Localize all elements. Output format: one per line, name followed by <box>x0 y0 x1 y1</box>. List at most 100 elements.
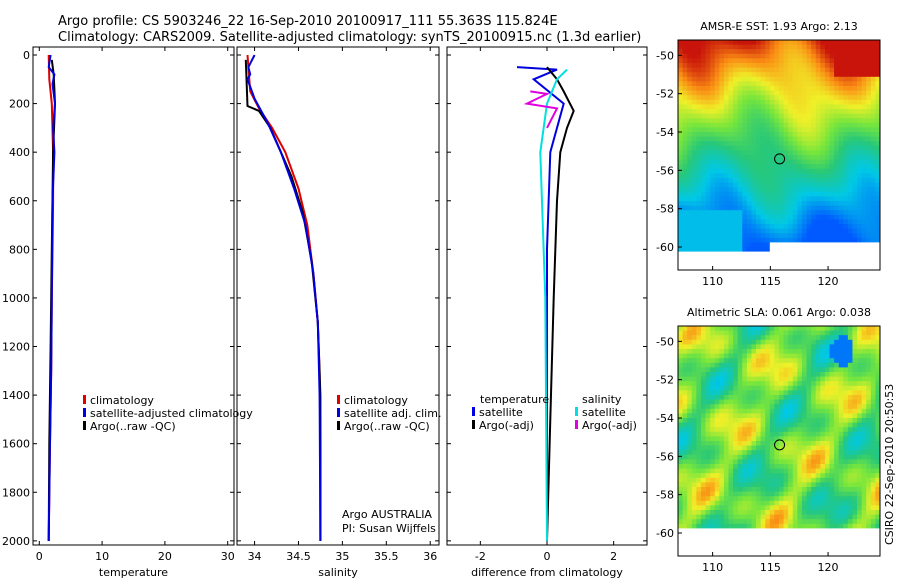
map-cell <box>678 118 683 124</box>
map-cell <box>806 67 812 73</box>
map-cell <box>742 482 748 488</box>
map-cell <box>760 224 766 229</box>
temperature-legend-entry-swatch <box>83 395 86 404</box>
map-cell <box>760 459 766 465</box>
map-cell <box>687 237 693 243</box>
map-cell <box>843 399 849 405</box>
map-cell <box>751 441 757 446</box>
map-cell <box>811 145 817 151</box>
map-cell <box>815 242 821 248</box>
map-cell <box>788 210 794 216</box>
map-cell <box>783 127 789 133</box>
map-cell <box>696 164 702 170</box>
map-cell <box>870 191 876 197</box>
map-cell <box>847 196 853 202</box>
map-cell <box>687 260 693 266</box>
map-cell <box>682 141 688 147</box>
map-cell <box>691 260 697 266</box>
map-cell <box>696 496 702 502</box>
map-cell <box>765 395 771 400</box>
map-cell <box>838 214 844 220</box>
map-cell <box>714 233 720 239</box>
map-cell <box>714 353 720 359</box>
map-cell <box>733 422 739 428</box>
map-cell <box>687 173 693 179</box>
map-cell <box>797 390 803 396</box>
map-cell <box>806 533 812 538</box>
map-cell <box>838 237 844 243</box>
map-cell <box>733 201 739 206</box>
map-cell <box>815 459 821 465</box>
map-cell <box>769 519 775 525</box>
map-cell <box>852 214 858 220</box>
map-cell <box>838 44 844 50</box>
map-cell <box>733 427 739 433</box>
map-cell <box>742 104 748 110</box>
map-cell <box>797 53 803 59</box>
map-cell <box>829 445 835 451</box>
map-cell <box>769 118 775 124</box>
map-cell <box>866 459 872 465</box>
depth-tick-label: 600 <box>9 195 30 208</box>
map-cell <box>700 104 706 110</box>
map-cell <box>788 145 794 151</box>
map-cell <box>700 491 706 497</box>
map-cell <box>751 353 757 359</box>
map-cell <box>774 104 780 110</box>
map-cell <box>788 399 794 405</box>
map-cell <box>815 191 821 197</box>
map-cell <box>751 228 757 234</box>
map-cell <box>820 349 826 354</box>
map-cell <box>829 390 835 396</box>
map-cell <box>779 399 784 405</box>
map-cell <box>783 404 789 410</box>
map-cell <box>728 99 734 105</box>
map-cell <box>774 491 780 497</box>
map-cell <box>788 335 794 341</box>
map-cell <box>723 473 729 479</box>
map-cell <box>806 104 812 110</box>
map-cell <box>765 399 771 405</box>
map-cell <box>742 150 748 156</box>
map-cell <box>751 90 757 96</box>
map-cell <box>714 468 720 474</box>
map-cell <box>866 390 872 396</box>
map-cell <box>728 109 734 114</box>
map-cell <box>801 487 807 492</box>
map-cell <box>797 72 803 78</box>
map-cell <box>710 385 716 391</box>
map-cell <box>779 159 784 165</box>
map-cell <box>723 63 729 68</box>
map-cell <box>870 86 876 91</box>
map-cell <box>723 450 729 456</box>
map-cell <box>834 427 840 433</box>
map-cell <box>779 362 784 368</box>
map-cell <box>728 519 734 525</box>
map-cell <box>779 385 784 391</box>
map-cell <box>875 468 881 474</box>
depth-tick-label: 1000 <box>2 292 30 305</box>
map-cell <box>834 58 840 64</box>
map-cell <box>737 136 743 142</box>
map-cell <box>866 104 872 110</box>
map-cell <box>714 150 720 156</box>
map-cell <box>751 224 757 229</box>
map-cell <box>820 390 826 396</box>
map-cell <box>714 546 720 552</box>
map-cell <box>710 422 716 428</box>
map-cell <box>820 242 826 248</box>
map-cell <box>751 256 757 262</box>
map-cell <box>783 205 789 211</box>
map-cell <box>723 205 729 211</box>
map-cell <box>769 164 775 170</box>
sst_map-frame <box>677 39 881 271</box>
map-cell <box>696 450 702 456</box>
map-cell <box>779 237 784 243</box>
map-cell <box>866 523 872 529</box>
map-cell <box>678 542 683 548</box>
map-cell <box>792 191 798 197</box>
map-cell <box>797 265 803 271</box>
map-cell <box>746 224 752 229</box>
map-cell <box>714 500 720 506</box>
map-cell <box>811 477 817 483</box>
